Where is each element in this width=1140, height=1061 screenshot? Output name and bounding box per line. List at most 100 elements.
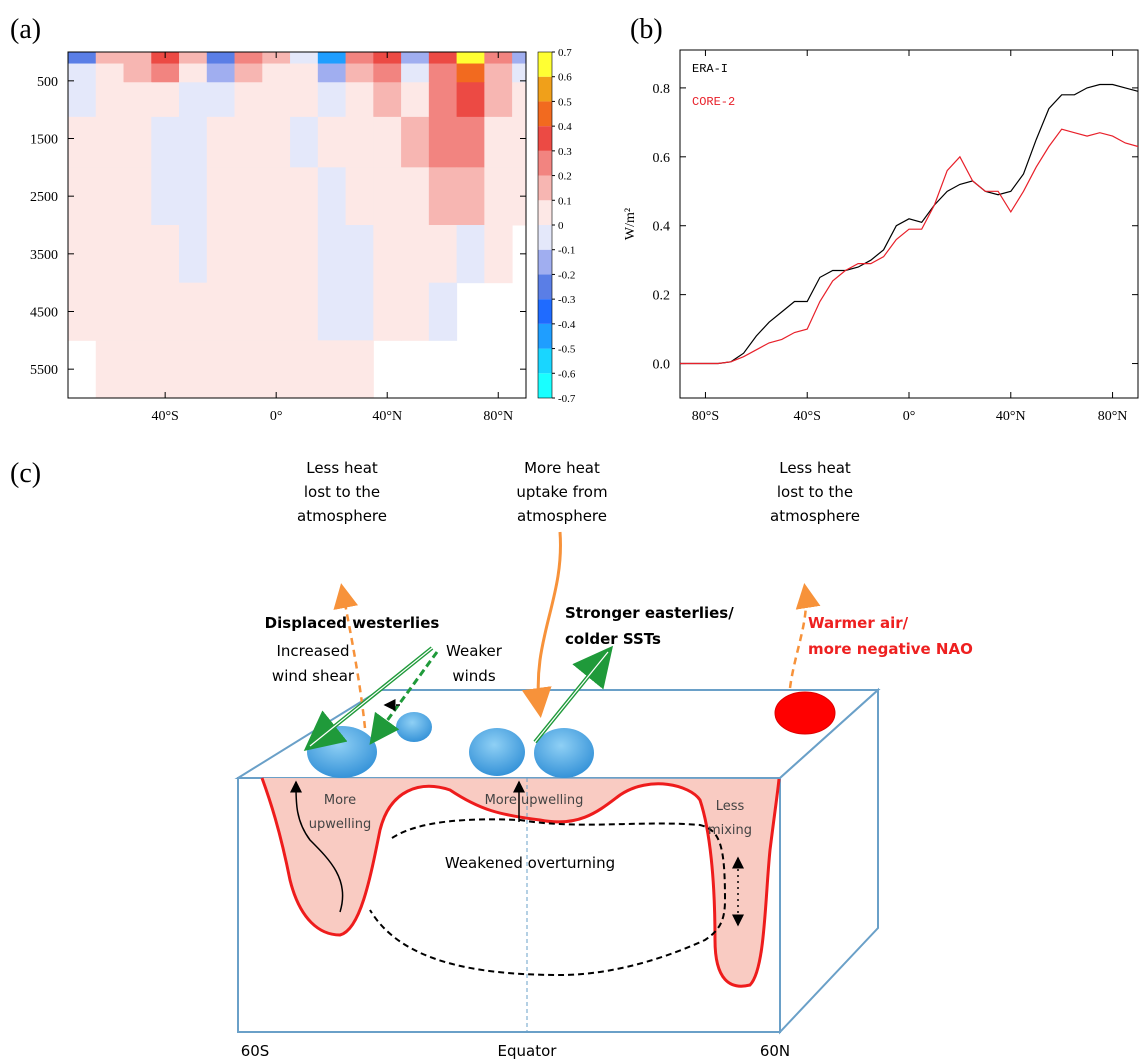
y-tick-label: 0.8	[653, 82, 671, 97]
heat-cell	[290, 116, 319, 168]
heat-cell	[290, 82, 319, 118]
heat-cell	[151, 167, 180, 226]
heat-cell	[512, 167, 527, 226]
x-tick-label: 40°S	[794, 409, 821, 424]
labels: Less heat lost to the atmosphere More he…	[241, 459, 860, 1060]
axis-label: Equator	[498, 1042, 558, 1060]
heat-cell	[262, 52, 291, 65]
warm-region	[262, 778, 779, 987]
heat-cell	[95, 282, 125, 341]
label: winds	[452, 667, 495, 685]
axis-label: 60S	[241, 1042, 270, 1060]
cold-anomaly	[396, 712, 432, 742]
heat-cell	[151, 282, 180, 341]
heat-cell	[512, 82, 527, 118]
label: More upwelling	[485, 793, 584, 808]
heat-cell	[262, 225, 291, 284]
heat-cell	[206, 225, 236, 284]
diagram: (c) Less heat lost to the atmosphere Mor…	[10, 458, 973, 1060]
heat-cell	[234, 167, 263, 226]
colorbar-swatch	[538, 52, 552, 77]
colorbar-label: 0	[558, 220, 564, 232]
heat-cell	[95, 167, 125, 226]
heat-cell	[373, 82, 402, 118]
panel-label: (c)	[10, 458, 41, 489]
heat-cell	[123, 63, 152, 83]
heat-cell	[345, 340, 374, 399]
heat-cell	[234, 82, 263, 118]
label: Warmer air/	[808, 614, 909, 632]
heat-cell	[95, 116, 125, 168]
label: mixing	[708, 823, 752, 838]
heat-cell	[123, 282, 152, 341]
heat-cell	[317, 52, 347, 65]
x-tick-label: 0°	[903, 409, 916, 424]
heat-cell	[484, 52, 513, 65]
colorbar-swatch	[538, 274, 552, 300]
heat-cell	[95, 225, 125, 284]
overturning-loop	[369, 818, 727, 977]
heat-cell	[401, 82, 430, 118]
heat-cell	[95, 82, 125, 118]
heat-cell	[262, 63, 291, 83]
warm-anomaly	[774, 691, 836, 735]
colorbar-swatch	[538, 249, 552, 275]
colorbar-label: -0.5	[558, 344, 576, 356]
heat-cell	[179, 52, 208, 65]
heat-cell	[290, 340, 319, 399]
heat-cell	[262, 167, 291, 226]
warm-boundary	[260, 777, 781, 988]
y-tick-label: 1500	[30, 133, 58, 148]
heat-cell	[206, 282, 236, 341]
colorbar-swatch	[538, 348, 552, 374]
heat-cell	[206, 167, 236, 226]
heat-cell	[123, 340, 152, 399]
heat-cell	[95, 52, 125, 65]
heat-cell	[179, 167, 208, 226]
colorbar-label: 0.6	[558, 72, 572, 84]
heat-cell	[290, 225, 319, 284]
colorbar-swatch	[538, 101, 552, 127]
label: upwelling	[309, 817, 371, 832]
heat-arrow	[521, 531, 562, 718]
heat-cell	[373, 282, 402, 341]
colorbar-label: -0.2	[558, 269, 575, 281]
heat-cell	[206, 52, 236, 65]
heat-cell	[345, 167, 374, 226]
colorbar-label: -0.4	[558, 319, 576, 331]
heat-cell	[206, 82, 236, 118]
y-tick-label: 0.4	[653, 220, 671, 235]
colorbar-swatch	[538, 76, 552, 102]
label: Less	[716, 799, 745, 814]
heat-cell	[290, 167, 319, 226]
heat-cell	[317, 116, 347, 168]
heat-cell	[373, 167, 402, 226]
x-tick-label: 0°	[270, 409, 283, 424]
colorbar-swatch	[538, 323, 552, 349]
heat-cell	[206, 340, 236, 399]
heat-cell	[456, 167, 485, 226]
heat-cell	[179, 282, 208, 341]
series-line	[680, 128, 1139, 365]
heat-cell	[484, 116, 513, 168]
heat-cell	[512, 116, 527, 168]
heat-cell	[484, 82, 513, 118]
y-tick-label: 3500	[30, 248, 58, 263]
heat-cell	[95, 63, 125, 83]
label: atmosphere	[770, 507, 860, 525]
label: Less heat	[779, 459, 851, 477]
axis-label: 60N	[760, 1042, 790, 1060]
heat-cell	[179, 340, 208, 399]
heat-cell	[428, 225, 458, 284]
heat-cell	[234, 225, 263, 284]
heat-cell	[401, 116, 430, 168]
heat-cell	[123, 116, 152, 168]
colorbar-swatch	[538, 150, 552, 176]
heat-cell	[68, 52, 97, 65]
legend-label: CORE-2	[692, 95, 735, 109]
label: wind shear	[272, 667, 355, 685]
heat-cell	[179, 225, 208, 284]
heat-cell	[317, 82, 347, 118]
heat-cell	[68, 63, 97, 83]
